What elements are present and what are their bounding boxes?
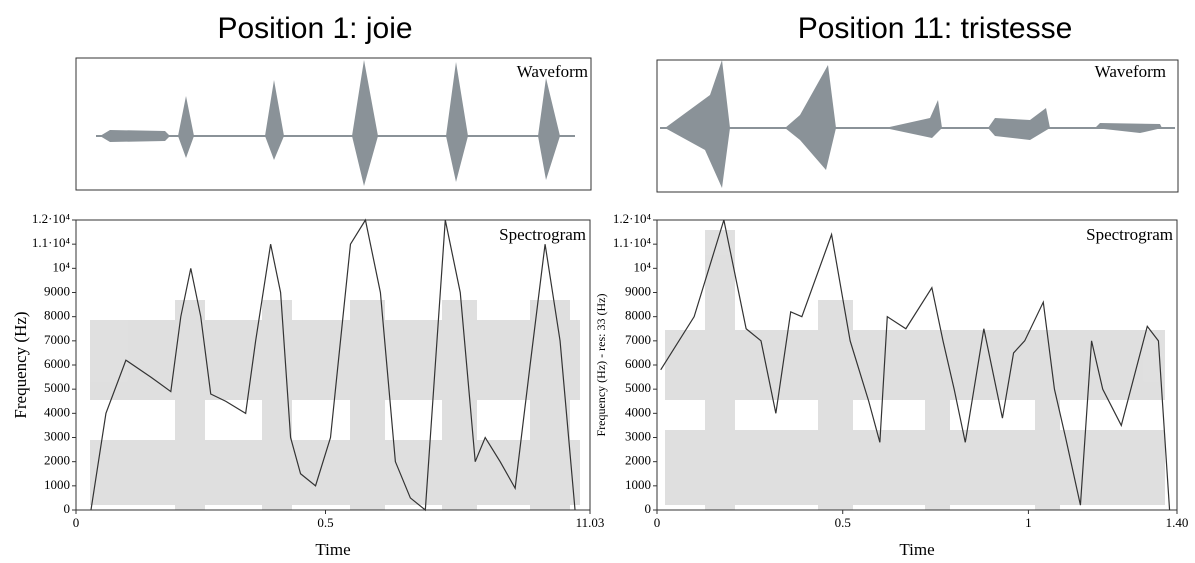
y-tick-label: 1000 xyxy=(44,477,70,492)
pitch-line xyxy=(90,218,576,512)
y-axis-label: Frequency (Hz) - res: 33 (Hz) xyxy=(594,294,608,437)
spectrogram-band xyxy=(925,330,950,510)
waveform-deco-right xyxy=(656,59,1179,193)
spectrogram-label: Spectrogram xyxy=(1086,225,1173,244)
pitch-line xyxy=(660,219,1171,511)
y-tick-label: 7000 xyxy=(625,332,651,347)
spectrogram-deco-left xyxy=(90,300,580,510)
y-tick-label: 0 xyxy=(645,501,652,516)
x-tick-label: 0.5 xyxy=(317,515,333,530)
spectrogram-band xyxy=(665,430,1165,505)
y-tick-label: 3000 xyxy=(44,428,70,443)
waveform-shape xyxy=(665,60,1162,188)
y-axis-label: Frequency (Hz) xyxy=(11,311,30,418)
spectrogram-band xyxy=(262,300,292,510)
y-tick-label: 6000 xyxy=(44,356,70,371)
x-tick-label: 1.40 xyxy=(1166,515,1189,530)
y-tick-label: 1.1·10⁴ xyxy=(613,235,652,250)
spectrogram-band xyxy=(818,300,853,510)
spectrogram-band xyxy=(175,300,205,510)
y-tick-label: 5000 xyxy=(625,380,651,395)
waveform-deco-left xyxy=(75,57,592,191)
x-axis-label: Time xyxy=(899,540,934,559)
y-tick-label: 8000 xyxy=(44,308,70,323)
y-tick-label: 5000 xyxy=(44,380,70,395)
y-tick-label: 10⁴ xyxy=(52,259,70,274)
waveform-label: Waveform xyxy=(1095,62,1166,81)
y-tick-label: 0 xyxy=(64,501,71,516)
spectrogram-band xyxy=(1035,330,1060,510)
y-tick-label: 10⁴ xyxy=(633,259,651,274)
y-tick-label: 1.2·10⁴ xyxy=(32,211,71,226)
waveform-label: Waveform xyxy=(517,62,588,81)
y-tick-label: 7000 xyxy=(44,332,70,347)
spectrogram-band xyxy=(90,320,580,400)
y-tick-label: 4000 xyxy=(44,404,70,419)
y-tick-label: 3000 xyxy=(625,428,651,443)
spectrogram-band xyxy=(530,300,570,510)
y-tick-label: 2000 xyxy=(625,453,651,468)
spectrogram-band xyxy=(665,330,1165,400)
chart-title: Position 11: tristesse xyxy=(798,12,1073,45)
waveform-shape xyxy=(100,60,560,186)
x-tick-label: 1 xyxy=(1025,515,1032,530)
y-tick-label: 6000 xyxy=(625,356,651,371)
y-tick-label: 4000 xyxy=(625,404,651,419)
x-tick-label: 0.5 xyxy=(835,515,851,530)
x-tick-label: 0 xyxy=(654,515,661,530)
waveform-frame xyxy=(75,57,592,191)
waveform-frame xyxy=(656,59,1179,193)
spectrogram-band xyxy=(705,230,735,510)
chart-title: Position 1: joie xyxy=(217,12,412,45)
y-tick-label: 8000 xyxy=(625,308,651,323)
y-tick-label: 9000 xyxy=(625,283,651,298)
x-tick-label: 11.03 xyxy=(576,515,605,530)
x-tick-label: 0 xyxy=(73,515,80,530)
spectrogram-band xyxy=(90,440,580,505)
y-tick-label: 9000 xyxy=(44,283,70,298)
y-tick-label: 1.2·10⁴ xyxy=(613,211,652,226)
spectrogram-band xyxy=(350,300,385,510)
y-tick-label: 1.1·10⁴ xyxy=(32,235,71,250)
x-axis-label: Time xyxy=(315,540,350,559)
y-tick-label: 2000 xyxy=(44,453,70,468)
spectrogram-band xyxy=(442,300,477,510)
y-tick-label: 1000 xyxy=(625,477,651,492)
spectrogram-label: Spectrogram xyxy=(499,225,586,244)
